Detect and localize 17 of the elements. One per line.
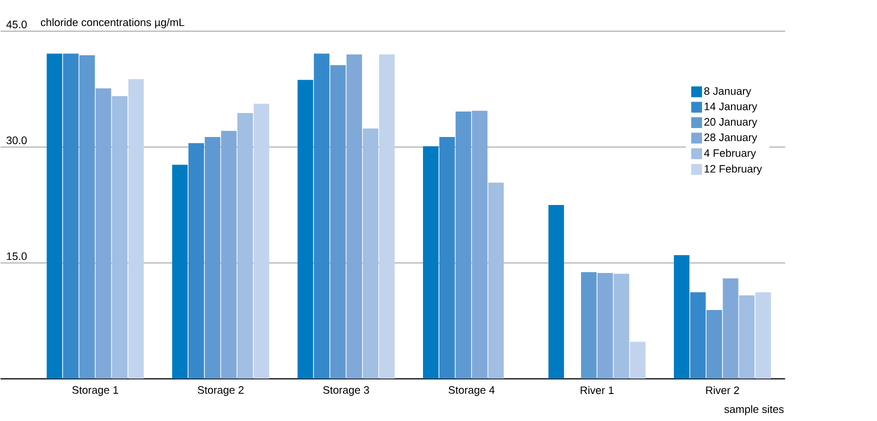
- x-tick-label: River 2: [706, 386, 739, 394]
- x-tick-label: Storage 4: [448, 386, 495, 396]
- y-tick-label: 45.0: [6, 20, 27, 28]
- legend-label: 14 January: [704, 102, 758, 113]
- x-axis-title: sample sites: [724, 405, 784, 416]
- y-tick-label: 30.0: [6, 136, 27, 144]
- legend-label: 4 February: [704, 149, 756, 160]
- legend-label: 8 January: [704, 87, 752, 98]
- x-tick-label: Storage 3: [323, 386, 370, 396]
- legend-label: 20 January: [704, 118, 758, 128]
- x-tick-label: Storage 2: [198, 386, 244, 396]
- x-tick-label: Storage 1: [72, 386, 118, 396]
- legend-label: 28 January: [704, 134, 758, 144]
- y-tick-label: 15.0: [6, 252, 27, 260]
- legend-label: 12 February: [704, 164, 762, 175]
- y-axis-title: chloride concentrations µg/mL: [40, 18, 184, 28]
- x-tick-label: River 1: [580, 386, 614, 394]
